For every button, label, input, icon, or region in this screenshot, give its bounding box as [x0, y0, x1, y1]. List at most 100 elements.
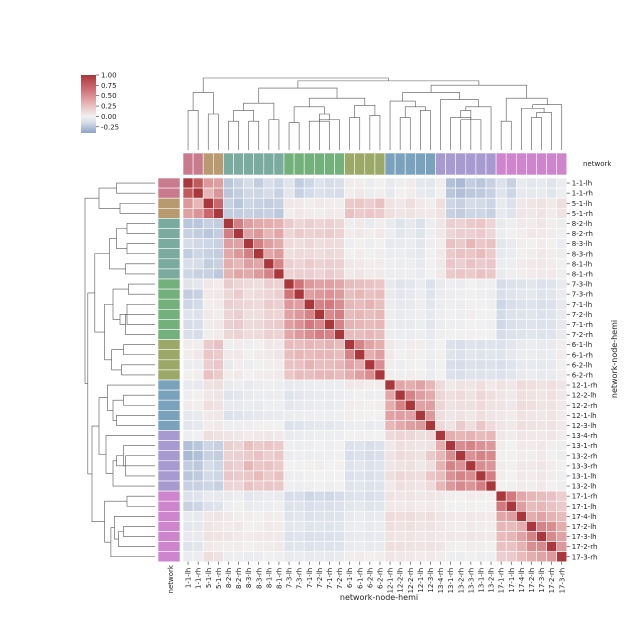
heatmap-cell	[425, 278, 436, 290]
heatmap-cell	[414, 470, 426, 482]
heatmap-cell	[263, 541, 275, 552]
column-dendrogram-link	[465, 106, 492, 150]
column-dendrogram-link	[430, 84, 528, 99]
heatmap-cell	[505, 480, 517, 492]
heatmap-cell	[273, 531, 285, 542]
heatmap-cell	[374, 177, 386, 189]
heatmap-cell	[435, 480, 446, 492]
heatmap-cell	[263, 177, 275, 189]
heatmap-cell	[404, 268, 416, 280]
heatmap-cell	[283, 197, 295, 209]
heatmap-cell	[202, 349, 214, 361]
heatmap-cell	[465, 389, 477, 401]
heatmap-cell	[324, 450, 335, 462]
column-tick-label: 13-1-lh	[477, 568, 485, 593]
row-dendrogram-link	[84, 197, 99, 384]
heatmap-cell	[313, 399, 325, 411]
column-color-cell	[435, 152, 446, 176]
heatmap-cell	[334, 177, 345, 189]
heatmap-cell	[334, 541, 345, 552]
heatmap-cell	[283, 369, 295, 381]
heatmap-cell	[394, 379, 406, 391]
heatmap-cell	[192, 228, 204, 239]
heatmap-cell	[546, 389, 557, 401]
heatmap-cell	[344, 278, 356, 290]
heatmap-cell	[192, 490, 204, 502]
heatmap-cell	[546, 450, 557, 462]
heatmap-cell	[273, 500, 285, 512]
heatmap-cell	[495, 329, 507, 340]
heatmap-cell	[253, 197, 265, 209]
heatmap-cell	[344, 258, 356, 270]
heatmap-cell	[475, 541, 487, 552]
heatmap-cell	[364, 329, 376, 340]
heatmap-cell	[293, 460, 305, 472]
heatmap-cell	[485, 369, 497, 381]
heatmap-cell	[455, 521, 467, 532]
heatmap-cell	[475, 379, 487, 391]
row-dendrogram-link	[118, 531, 155, 547]
heatmap-cell	[546, 500, 557, 512]
heatmap-cell	[182, 329, 194, 340]
heatmap-cell	[233, 177, 244, 189]
heatmap-cell	[283, 298, 295, 310]
heatmap-cell	[273, 177, 285, 189]
heatmap-cell	[293, 197, 305, 209]
heatmap-cell	[455, 379, 467, 391]
heatmap-cell	[213, 268, 224, 280]
heatmap-cell	[192, 369, 204, 381]
heatmap-cell	[465, 531, 477, 542]
heatmap-cell	[495, 510, 507, 522]
heatmap-cell	[394, 349, 406, 361]
heatmap-cell	[445, 470, 457, 482]
heatmap-cell	[182, 187, 194, 199]
heatmap-cell	[455, 409, 467, 421]
heatmap-cell	[293, 349, 305, 361]
heatmap-cell	[243, 409, 255, 421]
heatmap-cell	[344, 490, 356, 502]
heatmap-cell	[213, 288, 224, 300]
heatmap-cell	[425, 399, 436, 411]
heatmap-cell	[334, 329, 345, 340]
heatmap-cell	[192, 430, 204, 441]
heatmap-cell	[202, 228, 214, 239]
heatmap-cell	[425, 218, 436, 229]
heatmap-cell	[546, 399, 557, 411]
heatmap-cell	[313, 258, 325, 270]
column-color-cell	[192, 152, 204, 176]
column-tick-label: 17-2-rh	[548, 568, 556, 594]
heatmap-cell	[313, 521, 325, 532]
heatmap-cell	[263, 470, 275, 482]
row-color-cell	[157, 319, 181, 330]
heatmap-cell	[344, 399, 356, 411]
heatmap-cell	[293, 440, 305, 452]
heatmap-cell	[455, 329, 467, 340]
heatmap-cell	[192, 379, 204, 391]
heatmap-cell	[283, 258, 295, 270]
heatmap-cell	[354, 440, 366, 452]
heatmap-cell	[445, 268, 457, 280]
heatmap-cell	[354, 208, 366, 219]
row-color-cell	[157, 218, 181, 229]
column-dendrogram-link	[187, 110, 199, 150]
heatmap-cell	[324, 420, 335, 431]
heatmap-cell	[223, 359, 234, 371]
heatmap-cell	[425, 420, 436, 431]
heatmap-cell	[192, 521, 204, 532]
heatmap-cell	[324, 197, 335, 209]
column-color-cell	[213, 152, 224, 176]
heatmap-cell	[445, 308, 457, 320]
row-dendrogram-link	[116, 228, 127, 249]
heatmap-cell	[253, 409, 265, 421]
heatmap-cell	[505, 409, 517, 421]
heatmap-cell	[465, 480, 477, 492]
row-dendrogram-link	[123, 344, 155, 356]
heatmap-cell	[213, 187, 224, 199]
heatmap-cell	[485, 268, 497, 280]
heatmap-cell	[425, 409, 436, 421]
heatmap-cell	[526, 420, 537, 431]
heatmap-cell	[253, 308, 265, 320]
heatmap-cell	[394, 460, 406, 472]
heatmap-cell	[404, 248, 416, 260]
